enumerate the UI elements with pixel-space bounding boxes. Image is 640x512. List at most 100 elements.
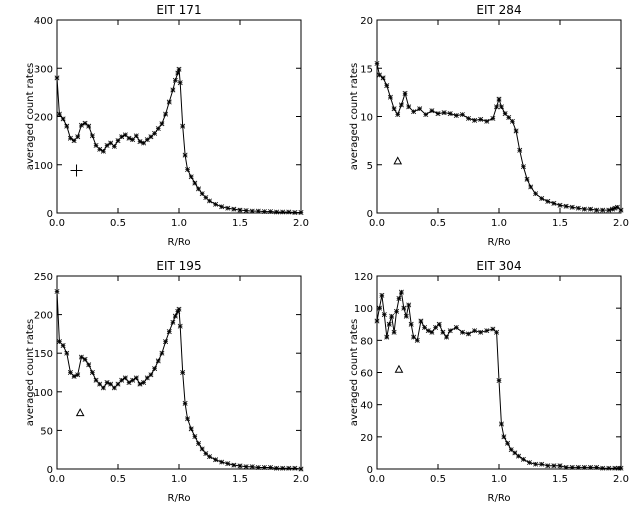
data-point-marker xyxy=(93,377,99,383)
y-tick-label: 200 xyxy=(34,311,53,322)
x-tick-label: 2.0 xyxy=(613,474,629,485)
data-point-marker xyxy=(391,329,397,335)
data-point-marker xyxy=(82,120,88,126)
data-point-marker xyxy=(64,123,70,129)
data-point-marker xyxy=(75,134,81,140)
data-point-marker xyxy=(89,133,95,139)
y-tick-label: 200 xyxy=(34,113,53,124)
y-axis-label: averaged count rates xyxy=(25,63,36,170)
data-point-marker xyxy=(406,302,412,308)
data-point-marker xyxy=(60,342,66,348)
data-point-marker xyxy=(71,138,77,144)
data-point-marker xyxy=(292,465,298,471)
x-tick-label: 1.5 xyxy=(232,474,248,485)
plot-frame xyxy=(56,19,302,214)
data-point-marker xyxy=(54,75,60,81)
data-point-marker xyxy=(67,370,73,375)
data-point-marker xyxy=(551,463,557,469)
panel-title: EIT 195 xyxy=(156,259,201,273)
y-tick-label: 150 xyxy=(34,349,53,360)
data-point-marker xyxy=(389,313,395,319)
series-line xyxy=(56,291,302,470)
data-point-marker xyxy=(152,130,158,136)
data-point-marker xyxy=(606,465,612,471)
y-tick-label: 20 xyxy=(360,433,373,444)
plus-annotation-marker xyxy=(70,164,83,177)
data-point-marker xyxy=(119,377,125,383)
data-point-marker xyxy=(386,321,392,327)
y-tick-label: 0 xyxy=(367,209,373,220)
data-point-marker xyxy=(286,209,292,215)
data-point-marker xyxy=(89,370,95,375)
data-point-marker xyxy=(594,464,600,470)
y-tick-label: 0 xyxy=(47,465,53,476)
data-point-marker xyxy=(588,206,593,212)
data-point-marker xyxy=(588,464,593,470)
data-point-marker xyxy=(374,60,380,66)
data-point-marker xyxy=(56,339,62,345)
data-point-marker xyxy=(490,115,496,121)
data-point-marker xyxy=(243,464,249,470)
x-tick-label: 0.5 xyxy=(430,474,446,485)
x-tick-label: 0.0 xyxy=(369,218,385,229)
data-point-marker xyxy=(93,142,99,148)
panel-title: EIT 171 xyxy=(156,3,201,17)
data-point-marker xyxy=(401,305,407,311)
data-point-marker xyxy=(557,202,563,208)
data-point-marker xyxy=(166,99,172,105)
triangle-annotation-marker xyxy=(393,156,403,165)
data-point-marker xyxy=(545,198,551,204)
data-point-marker xyxy=(130,377,136,383)
y-tick-label: 5 xyxy=(367,161,373,172)
x-tick-label: 1.5 xyxy=(552,474,568,485)
data-point-marker xyxy=(122,375,128,381)
data-point-marker xyxy=(606,207,612,213)
panel-eit-284: EIT 284 R/Ro averaged count rates 0.0 0.5… xyxy=(349,3,629,248)
data-point-marker xyxy=(155,126,161,132)
data-point-marker xyxy=(274,209,280,215)
y-tick-label: 120 xyxy=(354,272,373,283)
data-point-marker xyxy=(394,308,400,314)
data-point-marker xyxy=(391,106,397,112)
data-point-marker xyxy=(56,111,62,117)
x-tick-label: 1.0 xyxy=(171,218,187,229)
data-point-marker xyxy=(459,329,465,335)
y-tick-label: 80 xyxy=(360,336,373,347)
data-point-marker xyxy=(417,106,423,112)
data-point-marker xyxy=(505,440,511,446)
data-point-marker xyxy=(67,135,73,141)
data-point-marker xyxy=(172,77,178,83)
data-point-marker xyxy=(255,464,261,470)
x-tick-label: 1.0 xyxy=(491,474,507,485)
data-point-marker xyxy=(176,306,182,312)
data-point-marker xyxy=(280,465,286,471)
data-point-marker xyxy=(237,207,243,213)
x-tick-label: 2.0 xyxy=(293,474,309,485)
data-point-marker xyxy=(213,457,219,463)
data-point-marker xyxy=(122,132,128,138)
data-point-marker xyxy=(268,464,273,470)
y-tick-label: 20 xyxy=(360,16,373,27)
data-point-marker xyxy=(185,416,191,422)
data-point-marker xyxy=(108,381,114,387)
y-tick-label: 100 xyxy=(354,304,373,315)
data-point-marker xyxy=(130,137,136,143)
data-point-marker xyxy=(60,116,66,122)
data-point-marker xyxy=(115,381,121,387)
y-tick-label: 300 xyxy=(34,64,53,75)
data-point-marker xyxy=(484,328,490,334)
x-tick-label: 1.5 xyxy=(552,218,568,229)
data-point-marker xyxy=(506,114,512,120)
data-point-marker xyxy=(243,208,249,214)
data-point-marker xyxy=(192,434,198,440)
data-point-marker xyxy=(237,463,243,469)
data-point-marker xyxy=(172,313,178,319)
data-point-marker xyxy=(177,323,183,329)
data-point-marker xyxy=(563,464,569,470)
data-point-marker xyxy=(418,318,424,324)
data-point-marker xyxy=(86,123,92,129)
data-point-marker xyxy=(403,313,409,319)
data-point-marker xyxy=(196,441,202,447)
data-point-marker xyxy=(207,198,212,204)
data-point-marker xyxy=(196,186,202,192)
